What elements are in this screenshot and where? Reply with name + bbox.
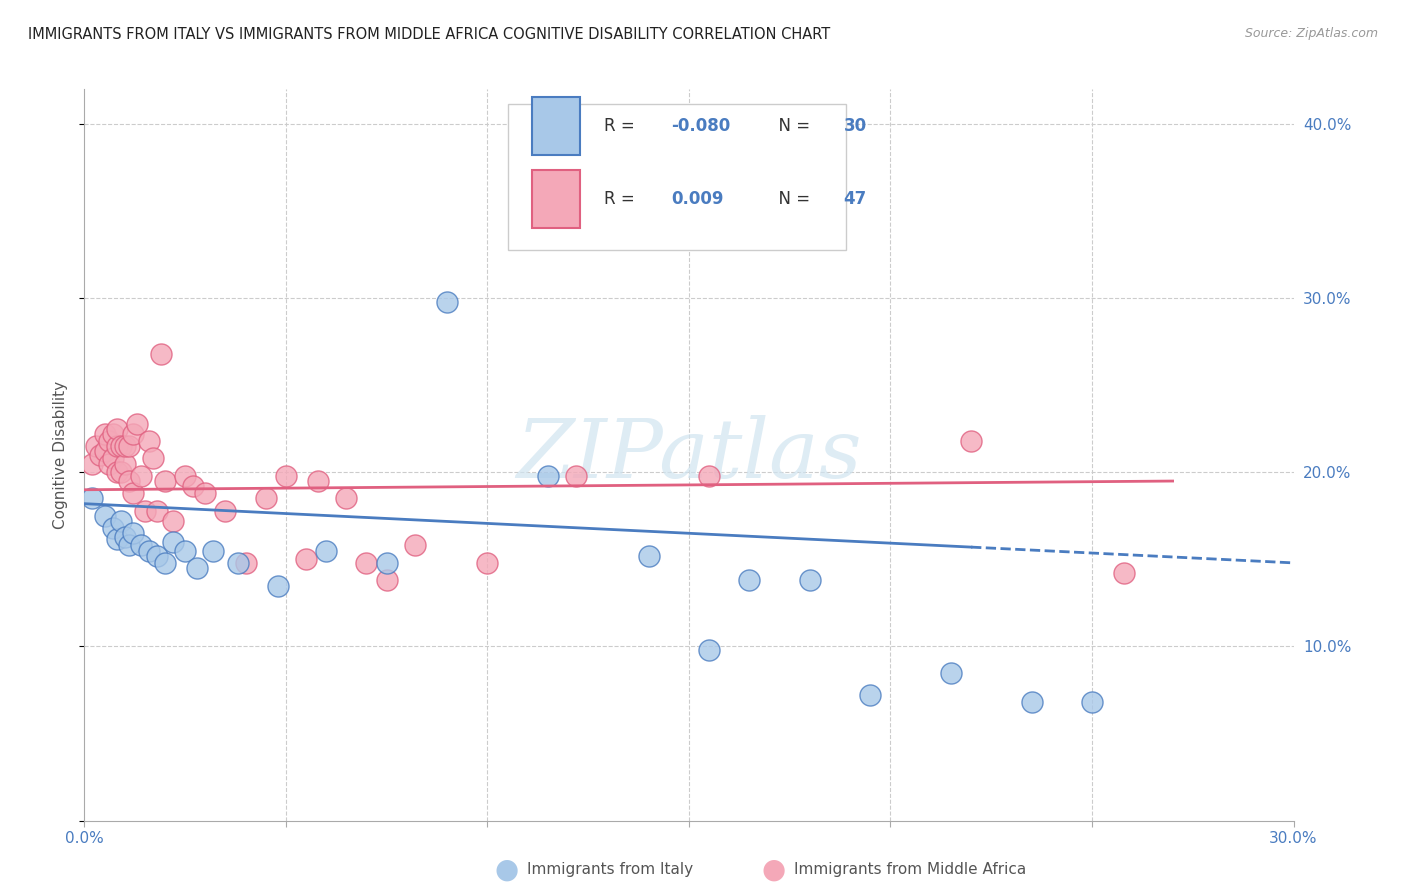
Point [254,491,277,506]
Point [375,574,398,588]
Point [202,543,225,558]
Point [194,486,217,500]
Point [1114,566,1136,581]
Point [738,574,761,588]
Point [105,466,128,480]
Point [105,439,128,453]
Point [153,556,176,570]
Point [375,556,398,570]
Point [697,643,720,657]
Point [1021,695,1043,709]
Text: IMMIGRANTS FROM ITALY VS IMMIGRANTS FROM MIDDLE AFRICA COGNITIVE DISABILITY CORR: IMMIGRANTS FROM ITALY VS IMMIGRANTS FROM… [28,27,831,42]
Point [82,491,104,506]
Point [356,556,378,570]
Point [335,491,357,506]
Point [162,535,184,549]
Point [93,508,115,523]
Point [1081,695,1104,709]
FancyBboxPatch shape [508,103,846,250]
Point [101,521,124,535]
Point [93,427,115,442]
Point [537,468,560,483]
Text: 0.009: 0.009 [671,190,723,208]
Point [162,514,184,528]
Point [295,552,318,566]
Point [118,539,141,553]
Point [565,468,588,483]
Point [97,434,120,448]
Text: 30: 30 [844,117,868,135]
Point [436,294,458,309]
Point [181,479,204,493]
Point [138,434,160,448]
Text: R =: R = [605,117,640,135]
Point [101,427,124,442]
Point [134,503,156,517]
Point [129,468,152,483]
Point [105,532,128,546]
Point [697,468,720,483]
Point [110,514,132,528]
Point [960,434,983,448]
Text: ZIPatlas: ZIPatlas [516,415,862,495]
Point [129,539,152,553]
Text: N =: N = [768,117,815,135]
Text: Immigrants from Italy: Immigrants from Italy [527,863,693,877]
Point [146,549,169,563]
Point [97,457,120,471]
Point [101,451,124,466]
Point [153,474,176,488]
Point [121,526,143,541]
Point [149,347,172,361]
Point [89,448,111,462]
Point [142,451,165,466]
Point [859,688,882,702]
Point [125,417,148,431]
Point [118,439,141,453]
FancyBboxPatch shape [531,169,581,228]
Text: Immigrants from Middle Africa: Immigrants from Middle Africa [794,863,1026,877]
Point [174,543,197,558]
Point [82,457,104,471]
Point [118,474,141,488]
Point [274,468,297,483]
Text: -0.080: -0.080 [671,117,730,135]
Point [121,486,143,500]
Text: ●: ● [494,855,519,884]
Text: R =: R = [605,190,640,208]
Point [86,439,108,453]
Text: N =: N = [768,190,815,208]
Point [939,665,962,680]
Point [477,556,499,570]
Point [93,444,115,458]
Point [121,427,143,442]
Point [114,439,136,453]
Point [404,539,426,553]
Point [110,439,132,453]
Point [174,468,197,483]
Text: 47: 47 [844,190,868,208]
Point [267,578,290,592]
Point [799,574,821,588]
Point [637,549,659,563]
Point [138,543,160,558]
Point [235,556,257,570]
Y-axis label: Cognitive Disability: Cognitive Disability [53,381,69,529]
Point [186,561,208,575]
FancyBboxPatch shape [531,96,581,155]
Text: Source: ZipAtlas.com: Source: ZipAtlas.com [1244,27,1378,40]
Point [105,422,128,436]
Point [315,543,337,558]
Text: ●: ● [761,855,786,884]
Point [114,530,136,544]
Point [110,466,132,480]
Point [114,457,136,471]
Point [307,474,329,488]
Point [146,503,169,517]
Point [214,503,236,517]
Point [226,556,249,570]
